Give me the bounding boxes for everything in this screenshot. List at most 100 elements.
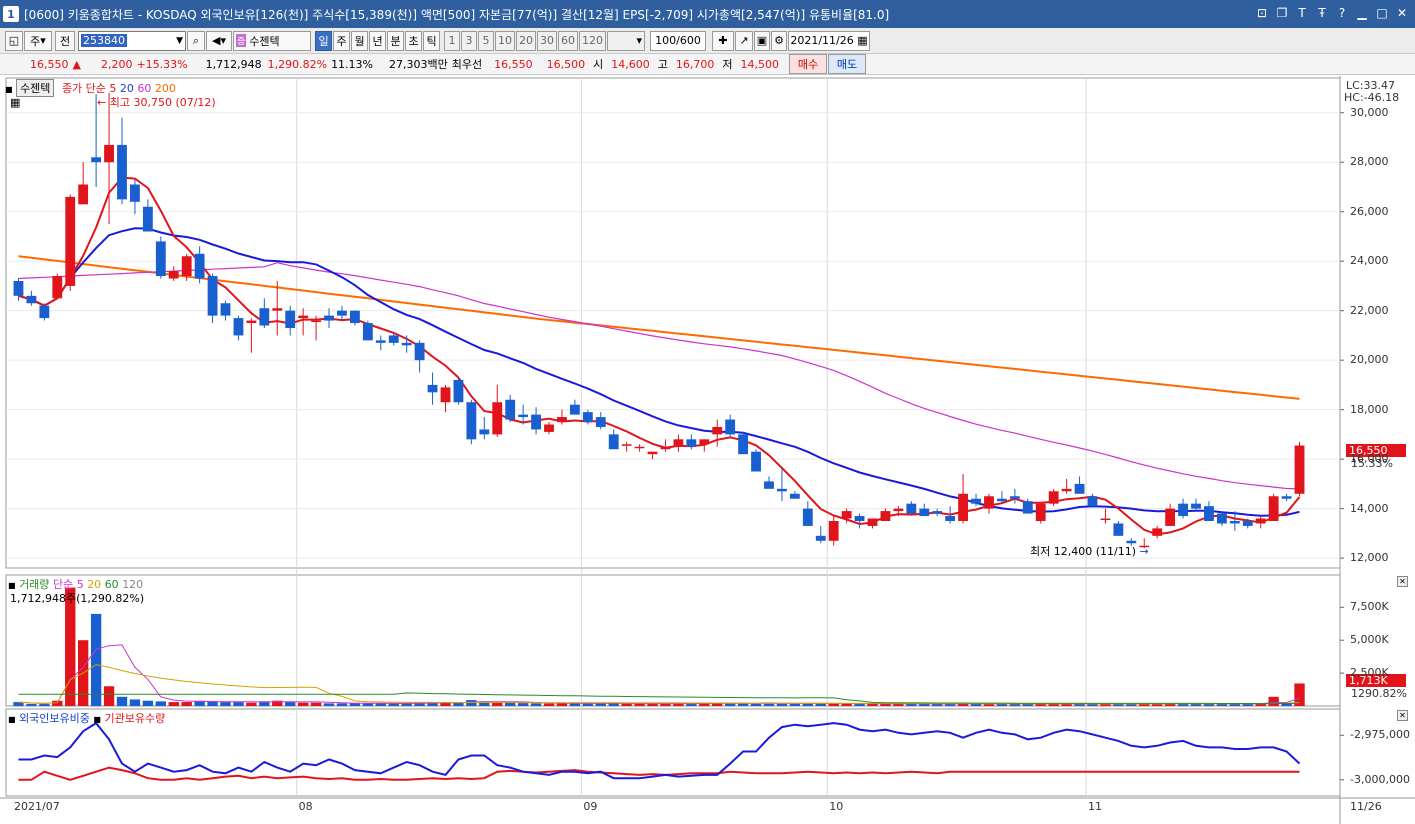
x-axis-label: 08: [298, 800, 313, 813]
panel-close-icon[interactable]: ✕: [1397, 710, 1408, 721]
window-controls: ⊡ ❐ T Ŧ ? ▁ □ ✕: [1255, 5, 1409, 21]
stock-name-field[interactable]: 증 수젠텍: [233, 30, 311, 51]
interval-20[interactable]: 20: [516, 30, 536, 51]
legend-vol-ma60[interactable]: 60: [104, 578, 119, 591]
volume-tick-label: 5,000K: [1350, 633, 1389, 647]
tab-timeframe-tick[interactable]: 틱: [423, 30, 440, 51]
volume-bar: [297, 702, 309, 706]
legend-vol-ma120[interactable]: 120: [122, 578, 144, 591]
institution-qty-line: [18, 721, 1301, 780]
interval-120[interactable]: 120: [579, 30, 606, 51]
minimize-icon[interactable]: ▁: [1357, 6, 1367, 20]
interval-3[interactable]: 3: [461, 30, 477, 51]
price-panel-frame: [5, 77, 1341, 569]
volume-bar: [168, 702, 179, 706]
tab-timeframe-day[interactable]: 일: [315, 30, 332, 51]
data-count-input[interactable]: 100/600: [650, 30, 706, 51]
tab-timeframe-year[interactable]: 년: [369, 30, 386, 51]
interval-1[interactable]: 1: [444, 30, 460, 51]
date-field[interactable]: 2021/11/26 ▦: [788, 30, 870, 51]
x-axis-label: 10: [829, 800, 844, 813]
period-select[interactable]: 주 ▾: [24, 30, 52, 51]
legend-foreign-ratio[interactable]: 외국인보유비중: [19, 712, 90, 725]
price-tick-label: 28,000: [1350, 155, 1389, 169]
interval-30[interactable]: 30: [537, 30, 557, 51]
custom-interval-select[interactable]: ▾: [607, 30, 645, 51]
close-icon[interactable]: ✕: [1396, 6, 1408, 20]
volume-bar: [1190, 703, 1202, 706]
high-price: 16,700: [675, 57, 715, 71]
legend-ma60[interactable]: 60: [137, 82, 152, 95]
interval-10[interactable]: 10: [495, 30, 515, 51]
candle-body: [1074, 483, 1085, 494]
legend-dot-icon: ■: [5, 85, 13, 94]
tab-timeframe-month[interactable]: 월: [351, 30, 368, 51]
volume-tick-label: 2,500K: [1350, 666, 1389, 680]
volume-bar: [427, 702, 438, 706]
maximize-icon[interactable]: □: [1376, 6, 1388, 20]
candle-body: [531, 414, 541, 430]
candle-body: [932, 511, 943, 514]
price-tick-label: 20,000: [1350, 353, 1389, 367]
legend-dot-icon: ■: [93, 715, 101, 724]
price-tick-label: 18,000: [1350, 402, 1389, 416]
legend-price-ma[interactable]: 종가 단순: [61, 82, 106, 95]
prev-button[interactable]: 전: [55, 30, 75, 51]
crosshair-icon[interactable]: ✚: [712, 30, 734, 51]
stock-name-tag[interactable]: 수젠텍: [16, 79, 55, 97]
volume-bar: [750, 703, 762, 706]
legend-ma20[interactable]: 20: [119, 82, 134, 95]
stock-name: 수젠텍: [249, 34, 280, 48]
sell-button[interactable]: 매도: [828, 54, 866, 74]
help-icon[interactable]: ?: [1338, 6, 1346, 20]
interval-5[interactable]: 5: [478, 30, 494, 51]
search-icon[interactable]: ⌕: [187, 30, 205, 51]
turnover-rate: 11.13%: [331, 57, 374, 71]
candle-body: [595, 417, 606, 427]
tab-timeframe-week[interactable]: 주: [333, 30, 350, 51]
save-icon[interactable]: ▣: [754, 30, 770, 51]
legend-ma5[interactable]: 5: [109, 82, 117, 95]
chart-area[interactable]: ■ 수젠텍 종가 단순 5 20 60 200 ▦ ← 최고 30,750 (0…: [0, 76, 1415, 824]
candle-body: [337, 310, 347, 316]
sound-icon[interactable]: ◀▾: [206, 30, 232, 51]
stock-code-input[interactable]: 253840 ▼: [78, 30, 186, 51]
legend-vol-ma20[interactable]: 20: [87, 578, 102, 591]
volume-bar: [582, 703, 594, 706]
copy-window-icon[interactable]: ❐: [1276, 6, 1288, 20]
volume-bar: [789, 703, 801, 706]
dropdown-arrow-icon[interactable]: ▼: [176, 35, 183, 46]
candle-body: [673, 439, 684, 447]
draw-tool-icon[interactable]: ↗: [735, 30, 753, 51]
text-icon[interactable]: Ŧ: [1318, 6, 1326, 20]
legend-ma200[interactable]: 200: [154, 82, 176, 95]
buy-button[interactable]: 매수: [789, 54, 827, 74]
candle-body: [91, 157, 102, 163]
link-icon[interactable]: ⊡: [1256, 6, 1268, 20]
legend-institution-qty[interactable]: 기관보유수량: [104, 712, 166, 725]
tab-timeframe-second[interactable]: 초: [405, 30, 422, 51]
candle-body: [324, 315, 334, 321]
candle-body: [362, 323, 373, 341]
tab-timeframe-minute[interactable]: 분: [387, 30, 404, 51]
volume-bar: [466, 700, 477, 706]
candle-body: [621, 444, 632, 446]
stock-chart-svg[interactable]: [0, 76, 1415, 824]
settings-gear-icon[interactable]: ⚙: [771, 30, 787, 51]
candle-body: [311, 320, 322, 323]
volume-bar: [26, 704, 37, 706]
legend-vol-ma5[interactable]: 5: [76, 578, 84, 591]
panel-close-icon[interactable]: ✕: [1397, 576, 1408, 587]
candle-body: [1061, 488, 1072, 492]
volume-bar: [530, 703, 542, 706]
font-size-icon[interactable]: T: [1298, 6, 1306, 20]
layout-icon[interactable]: ◱: [5, 30, 23, 51]
quote-infobar: 16,550 ▲ 2,200 +15.33% 1,712,948 1,290.8…: [0, 54, 1415, 75]
volume-bar: [1164, 703, 1176, 706]
volume-bar: [802, 703, 813, 706]
legend-volume-ma[interactable]: 단순: [52, 578, 74, 591]
interval-60[interactable]: 60: [558, 30, 578, 51]
volume-bar: [854, 704, 865, 706]
table-view-icon[interactable]: ▦: [10, 96, 21, 109]
legend-volume[interactable]: 거래량: [19, 578, 50, 591]
